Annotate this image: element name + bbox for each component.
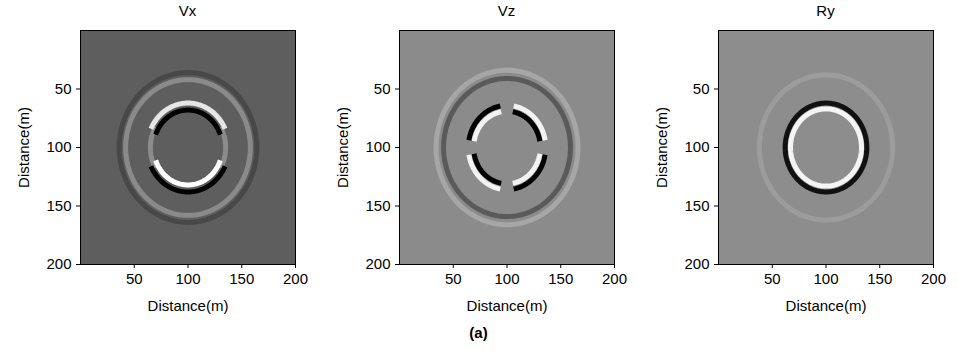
svg-text:150: 150: [365, 197, 390, 214]
svg-text:200: 200: [921, 270, 946, 287]
svg-text:200: 200: [602, 270, 627, 287]
html-text:Vx: Vx: [178, 2, 197, 19]
svg-text:50: 50: [764, 270, 781, 287]
html-text:Ry: Ry: [816, 2, 835, 19]
svg-text:100: 100: [365, 138, 390, 155]
svg-text:150: 150: [548, 270, 573, 287]
svg-text:100: 100: [175, 270, 200, 287]
svg-text:Distance(m): Distance(m): [15, 107, 32, 188]
svg-text:200: 200: [365, 255, 390, 272]
html-text:(a): (a): [469, 324, 488, 341]
svg-text:200: 200: [684, 255, 709, 272]
html-text:Vz: Vz: [497, 2, 516, 19]
svg-text:50: 50: [55, 80, 72, 97]
svg-text:Distance(m): Distance(m): [786, 297, 867, 314]
svg-text:100: 100: [813, 270, 838, 287]
svg-text:Distance(m): Distance(m): [653, 107, 670, 188]
svg-text:200: 200: [283, 270, 308, 287]
svg-text:Distance(m): Distance(m): [334, 107, 351, 188]
svg-text:Distance(m): Distance(m): [467, 297, 548, 314]
svg-text:50: 50: [445, 270, 462, 287]
svg-text:150: 150: [867, 270, 892, 287]
svg-text:100: 100: [46, 138, 71, 155]
svg-text:200: 200: [46, 255, 71, 272]
svg-text:50: 50: [374, 80, 391, 97]
svg-text:100: 100: [684, 138, 709, 155]
svg-text:150: 150: [46, 197, 71, 214]
svg-text:150: 150: [229, 270, 254, 287]
svg-text:Distance(m): Distance(m): [148, 297, 229, 314]
svg-text:50: 50: [126, 270, 143, 287]
svg-text:150: 150: [684, 197, 709, 214]
svg-text:50: 50: [693, 80, 710, 97]
svg-text:100: 100: [494, 270, 519, 287]
